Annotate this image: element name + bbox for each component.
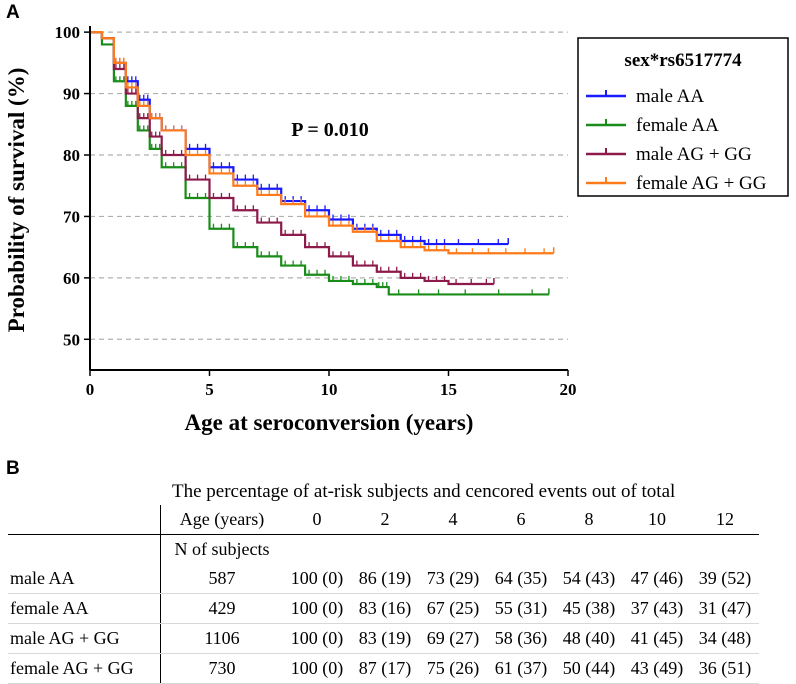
risk-cell: 50 (44) xyxy=(555,653,623,684)
x-axis-label: Age at seroconversion (years) xyxy=(185,410,474,435)
risk-row-n: 587 xyxy=(160,564,283,594)
risk-row-label: male AG + GG xyxy=(8,623,161,654)
grid-layer xyxy=(90,31,568,340)
x-tick-label: 5 xyxy=(205,380,214,399)
risk-cell: 64 (35) xyxy=(487,564,555,594)
legend-box xyxy=(577,37,789,197)
risk-table-body: male AA 587 100 (0) 86 (19) 73 (29) 64 (35) 54… xyxy=(8,564,759,684)
series-line-3 xyxy=(90,31,554,255)
risk-row: female AA 429 100 (0) 83 (16) 67 (25) 55 (31)… xyxy=(8,593,759,624)
risk-row-n: 730 xyxy=(160,653,283,684)
x-tick-label: 20 xyxy=(560,380,577,399)
y-tick-label: 50 xyxy=(63,330,80,349)
risk-cell: 39 (52) xyxy=(691,564,759,594)
time-point: 12 xyxy=(691,505,759,535)
legend-label: male AG + GG xyxy=(636,144,752,165)
time-point: 8 xyxy=(555,505,623,535)
risk-cell: 41 (45) xyxy=(623,623,691,654)
risk-row-n: 1106 xyxy=(160,623,283,654)
tick-layer: 50 60 70 80 90 100 0 5 10 15 20 xyxy=(55,23,577,399)
risk-cell: 100 (0) xyxy=(283,593,351,624)
risk-cell: 100 (0) xyxy=(283,564,351,594)
risk-cell: 83 (19) xyxy=(351,623,419,654)
risk-cell: 43 (49) xyxy=(623,653,691,684)
risk-cell: 73 (29) xyxy=(419,564,487,594)
y-tick-label: 90 xyxy=(63,85,80,104)
risk-header-row: Age (years) 0 2 4 6 8 10 12 xyxy=(8,505,759,535)
legend-label: male AA xyxy=(636,86,704,107)
risk-row-label: female AA xyxy=(8,593,161,624)
n-subjects-header: N of subjects xyxy=(160,534,283,564)
risk-row-label: female AG + GG xyxy=(8,653,161,684)
risk-cell: 37 (43) xyxy=(623,593,691,624)
risk-row: male AA 587 100 (0) 86 (19) 73 (29) 64 (35) 54… xyxy=(8,564,759,594)
panel-label-a: A xyxy=(6,2,20,23)
risk-cell: 69 (27) xyxy=(419,623,487,654)
time-point: 2 xyxy=(351,505,419,535)
legend-label: female AG + GG xyxy=(636,173,767,194)
risk-row: male AG + GG 1106 100 (0) 83 (19) 69 (27) 58 … xyxy=(8,623,759,654)
risk-row-label: male AA xyxy=(8,564,161,594)
risk-table-grid: Age (years) 0 2 4 6 8 10 12 N of subject… xyxy=(8,505,759,684)
x-tick-label: 0 xyxy=(86,380,95,399)
legend-label: female AA xyxy=(636,115,719,136)
axis-layer xyxy=(89,26,568,371)
series-line-2 xyxy=(90,31,494,286)
time-point: 0 xyxy=(283,505,351,535)
series-layer xyxy=(90,31,555,296)
risk-row-n: 429 xyxy=(160,593,283,624)
panel-label-b: B xyxy=(6,458,20,479)
risk-cell: 31 (47) xyxy=(691,593,759,624)
risk-cell: 75 (26) xyxy=(419,653,487,684)
y-tick-label: 100 xyxy=(55,23,81,42)
risk-cell: 55 (31) xyxy=(487,593,555,624)
risk-cell: 58 (36) xyxy=(487,623,555,654)
age-header: Age (years) xyxy=(160,505,283,535)
risk-header-blank xyxy=(8,505,161,535)
risk-cell: 54 (43) xyxy=(555,564,623,594)
legend: sex*rs6517774 male AA female AA male AG + … xyxy=(577,37,789,197)
risk-cell: 100 (0) xyxy=(283,623,351,654)
time-point: 6 xyxy=(487,505,555,535)
y-axis-label: Probability of survival (%) xyxy=(4,68,29,333)
risk-cell: 34 (48) xyxy=(691,623,759,654)
risk-cell: 48 (40) xyxy=(555,623,623,654)
y-tick-label: 80 xyxy=(63,146,80,165)
y-tick-label: 70 xyxy=(63,207,80,226)
x-tick-label: 10 xyxy=(321,380,338,399)
risk-cell: 87 (17) xyxy=(351,653,419,684)
risk-cell: 67 (25) xyxy=(419,593,487,624)
x-tick-label: 15 xyxy=(440,380,457,399)
series-line-1 xyxy=(90,31,549,296)
n-subjects-row: N of subjects xyxy=(8,534,759,564)
risk-row: female AG + GG 730 100 (0) 87 (17) 75 (26) 61… xyxy=(8,653,759,684)
legend-items: male AA female AA male AG + GG female AG + … xyxy=(586,86,767,194)
risk-cell: 86 (19) xyxy=(351,564,419,594)
risk-cell: 100 (0) xyxy=(283,653,351,684)
legend-title: sex*rs6517774 xyxy=(624,50,742,71)
y-tick-label: 60 xyxy=(63,269,80,288)
p-value-annotation: P = 0.010 xyxy=(291,119,369,141)
risk-table-caption: The percentage of at-risk subjects and c… xyxy=(172,481,676,502)
risk-cell: 83 (16) xyxy=(351,593,419,624)
time-point: 10 xyxy=(623,505,691,535)
risk-cell: 36 (51) xyxy=(691,653,759,684)
survival-chart: 50 60 70 80 90 100 0 5 10 15 20 P = 0.010 Age at s… xyxy=(4,23,789,435)
risk-cell: 45 (38) xyxy=(555,593,623,624)
time-point: 4 xyxy=(419,505,487,535)
risk-cell: 61 (37) xyxy=(487,653,555,684)
risk-cell: 47 (46) xyxy=(623,564,691,594)
